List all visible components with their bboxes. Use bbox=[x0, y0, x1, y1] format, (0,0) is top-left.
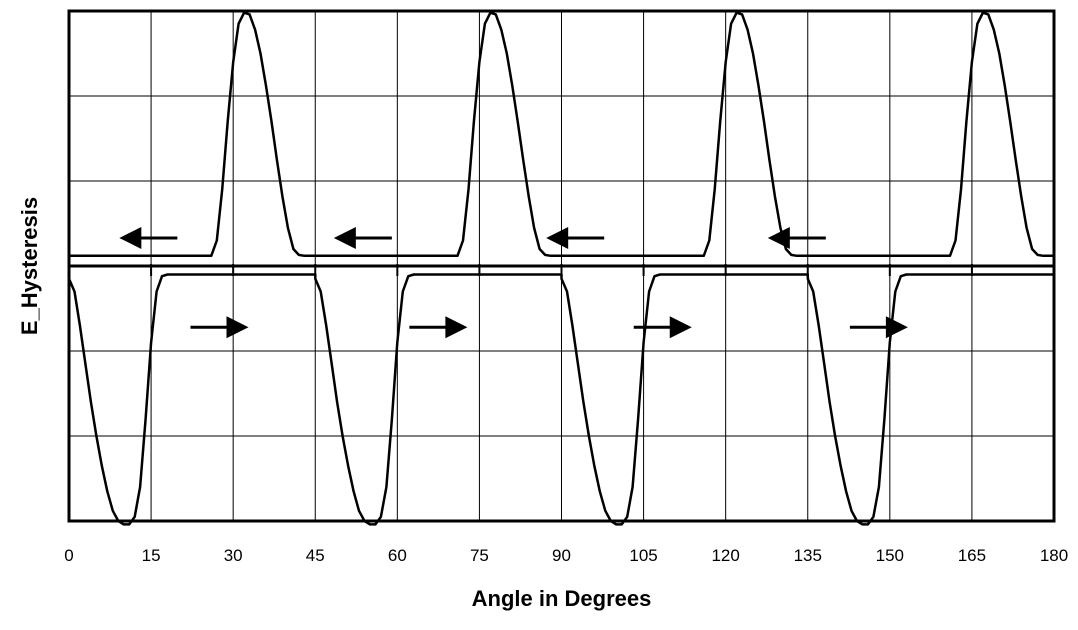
x-tick-label: 30 bbox=[224, 546, 243, 565]
right-arrow-head bbox=[226, 316, 249, 339]
upper-hysteresis-curve bbox=[69, 11, 1054, 258]
x-tick-labels: 0 15 30 45 60 75 90 105 120 135 150 165 180 bbox=[64, 546, 1068, 565]
x-tick-label: 105 bbox=[629, 546, 657, 565]
right-arrow bbox=[409, 316, 468, 339]
x-tick-label: 180 bbox=[1040, 546, 1068, 565]
left-arrow bbox=[333, 226, 392, 249]
x-tick-label: 120 bbox=[711, 546, 739, 565]
right-arrow bbox=[633, 316, 692, 339]
left-arrow-head bbox=[119, 226, 142, 249]
direction-arrows bbox=[119, 226, 908, 339]
y-axis-title: E_Hysteresis bbox=[17, 197, 42, 335]
x-tick-label: 15 bbox=[142, 546, 161, 565]
right-arrow bbox=[190, 316, 249, 339]
x-tick-label: 45 bbox=[306, 546, 325, 565]
right-arrow-head bbox=[669, 316, 692, 339]
x-tick-label: 60 bbox=[388, 546, 407, 565]
x-tick-label: 165 bbox=[958, 546, 986, 565]
x-tick-label: 75 bbox=[470, 546, 489, 565]
left-arrow bbox=[119, 226, 178, 249]
left-arrow-head bbox=[333, 226, 356, 249]
x-tick-label: 150 bbox=[876, 546, 904, 565]
curves bbox=[67, 11, 1054, 526]
x-axis-title: Angle in Degrees bbox=[472, 586, 652, 611]
left-arrow bbox=[546, 226, 605, 249]
x-tick-label: 90 bbox=[552, 546, 571, 565]
x-tick-label: 0 bbox=[64, 546, 73, 565]
lower-hysteresis-curve bbox=[67, 273, 1054, 526]
right-arrow-head bbox=[885, 316, 908, 339]
left-arrow-head bbox=[767, 226, 790, 249]
x-tick-label: 135 bbox=[794, 546, 822, 565]
right-arrow-head bbox=[445, 316, 468, 339]
left-arrow bbox=[767, 226, 826, 249]
right-arrow bbox=[849, 316, 908, 339]
plot-frame bbox=[67, 9, 1056, 523]
left-arrow-head bbox=[546, 226, 569, 249]
